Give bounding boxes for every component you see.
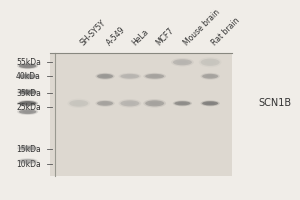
Ellipse shape	[120, 100, 140, 106]
Text: SH-SY5Y: SH-SY5Y	[79, 18, 108, 47]
Ellipse shape	[149, 75, 160, 78]
Ellipse shape	[145, 100, 164, 106]
Ellipse shape	[202, 101, 218, 105]
Ellipse shape	[68, 99, 90, 108]
Ellipse shape	[19, 146, 36, 150]
Ellipse shape	[199, 57, 222, 67]
Ellipse shape	[73, 102, 85, 105]
Ellipse shape	[19, 109, 36, 114]
Ellipse shape	[19, 74, 36, 79]
Ellipse shape	[171, 58, 194, 66]
Ellipse shape	[22, 111, 33, 113]
Ellipse shape	[100, 102, 110, 105]
Ellipse shape	[100, 75, 110, 78]
Ellipse shape	[145, 74, 164, 79]
Ellipse shape	[124, 75, 136, 78]
Text: SCN1B: SCN1B	[258, 98, 292, 108]
Ellipse shape	[19, 101, 36, 106]
Ellipse shape	[22, 65, 33, 67]
Ellipse shape	[17, 73, 38, 79]
Ellipse shape	[202, 74, 218, 79]
Ellipse shape	[95, 100, 115, 107]
Ellipse shape	[201, 59, 220, 66]
Ellipse shape	[17, 158, 38, 164]
Text: 55kDa: 55kDa	[16, 58, 41, 67]
Ellipse shape	[17, 63, 38, 69]
Ellipse shape	[22, 75, 33, 78]
Text: 15kDa: 15kDa	[16, 145, 41, 154]
Ellipse shape	[174, 101, 190, 105]
Ellipse shape	[118, 73, 141, 80]
Ellipse shape	[124, 102, 136, 105]
Ellipse shape	[17, 109, 38, 115]
Ellipse shape	[17, 89, 38, 95]
Text: A-549: A-549	[105, 25, 127, 47]
Ellipse shape	[173, 100, 192, 106]
Ellipse shape	[120, 74, 140, 79]
Ellipse shape	[205, 60, 216, 64]
Ellipse shape	[200, 73, 220, 80]
Ellipse shape	[95, 73, 115, 80]
Ellipse shape	[118, 99, 141, 108]
Ellipse shape	[149, 102, 160, 105]
Ellipse shape	[17, 100, 38, 107]
Ellipse shape	[17, 145, 38, 151]
Ellipse shape	[205, 102, 215, 104]
Text: HeLa: HeLa	[130, 27, 150, 47]
Bar	[50, 53, 232, 176]
Ellipse shape	[205, 75, 215, 78]
Ellipse shape	[22, 160, 33, 162]
Ellipse shape	[177, 61, 188, 64]
Ellipse shape	[22, 147, 33, 149]
Text: 35kDa: 35kDa	[16, 89, 41, 98]
Text: MCF7: MCF7	[155, 26, 176, 47]
Text: 10kDa: 10kDa	[16, 160, 41, 169]
Text: Mouse brain: Mouse brain	[182, 8, 222, 47]
Ellipse shape	[22, 102, 33, 105]
Ellipse shape	[69, 100, 88, 107]
Ellipse shape	[178, 102, 187, 104]
Ellipse shape	[19, 64, 36, 68]
Text: Rat brain: Rat brain	[210, 16, 242, 47]
Ellipse shape	[143, 99, 166, 108]
Ellipse shape	[143, 73, 166, 80]
Text: 40kDa: 40kDa	[16, 72, 41, 81]
Text: 25kDa: 25kDa	[16, 103, 41, 112]
Ellipse shape	[19, 159, 36, 164]
Ellipse shape	[97, 74, 113, 79]
Ellipse shape	[22, 91, 33, 93]
Ellipse shape	[19, 90, 36, 94]
Ellipse shape	[200, 100, 220, 106]
Ellipse shape	[97, 101, 113, 106]
Ellipse shape	[173, 59, 192, 65]
